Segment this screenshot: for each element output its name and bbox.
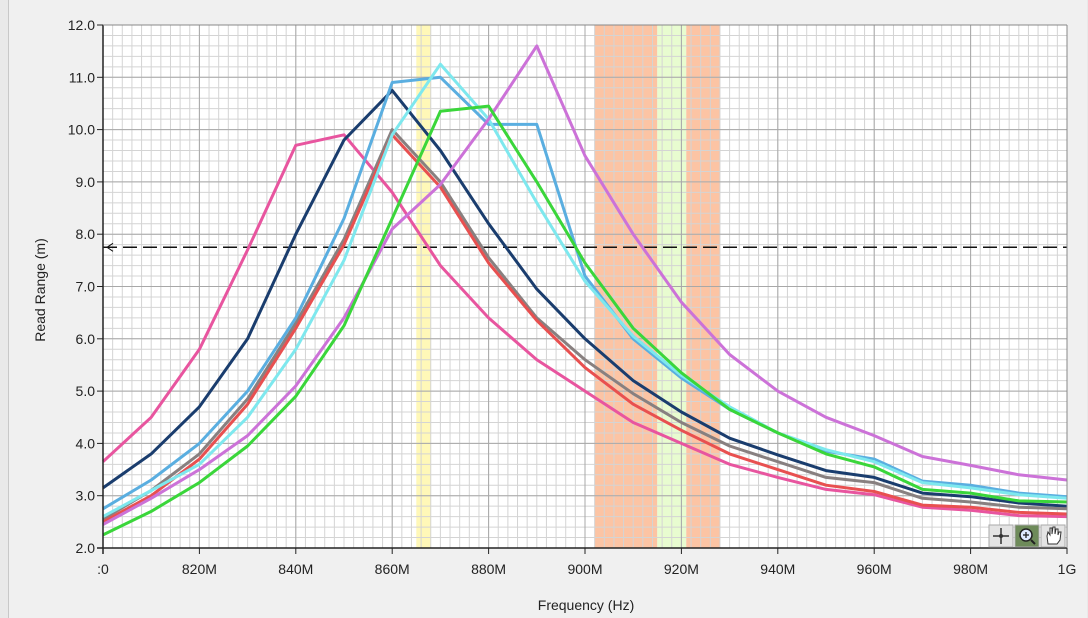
y-tick-label: 5.0: [76, 383, 96, 399]
zoom-icon: [1019, 528, 1036, 545]
cursor-move-tool-button[interactable]: [988, 524, 1014, 548]
x-tick-label: 820M: [182, 561, 217, 577]
graph-panel: :0 820M 840M 860M 880M 900M 920M 940M 960M 980M 1G…: [8, 0, 1087, 618]
series-line-8: [102, 104, 1068, 537]
y-tick-label: 2.0: [76, 540, 96, 556]
x-tick-label: 960M: [857, 561, 892, 577]
x-tick-label: 940M: [760, 561, 795, 577]
x-tick-label: :0: [97, 561, 109, 577]
y-axis-ticks: 2.0 3.0 4.0 5.0 6.0 7.0 8.0 9.0 10.0 11.0 12.0: [68, 17, 103, 556]
series-line-7: [102, 44, 1068, 526]
x-tick-label: 900M: [567, 561, 602, 577]
y-tick-label: 7.0: [76, 279, 96, 295]
series-line-3: [102, 128, 1068, 521]
hand-icon: [1046, 526, 1062, 545]
axes: [97, 24, 1068, 554]
series-lines: [101, 44, 1068, 537]
y-axis-title: Read Range (m): [32, 238, 48, 342]
x-tick-label: 860M: [375, 561, 410, 577]
series-line-1: [101, 133, 1068, 519]
y-tick-label: 6.0: [76, 331, 96, 347]
x-tick-label: 840M: [278, 561, 313, 577]
zoom-tool-button[interactable]: [1014, 524, 1040, 548]
y-tick-label: 12.0: [68, 17, 95, 33]
x-axis-ticks: :0 820M 840M 860M 880M 900M 920M 940M 960M 980M 1G: [97, 548, 1076, 577]
threshold-marker-icon: [106, 242, 114, 252]
y-tick-label: 9.0: [76, 174, 96, 190]
y-tick-label: 10.0: [68, 122, 95, 138]
crosshair-icon: [993, 528, 1009, 544]
threshold-line: [103, 242, 1067, 252]
series-line-6: [102, 62, 1068, 518]
series-line-4: [102, 133, 1068, 524]
y-tick-label: 8.0: [76, 226, 96, 242]
x-tick-label: 1G: [1058, 561, 1077, 577]
y-tick-label: 3.0: [76, 488, 96, 504]
read-range-chart: :0 820M 840M 860M 880M 900M 920M 940M 960M 980M 1G…: [32, 17, 1076, 613]
y-tick-label: 11.0: [69, 69, 95, 85]
series-line-2: [102, 88, 1068, 508]
series-line-5: [102, 75, 1068, 511]
graph-toolbar: [988, 524, 1066, 548]
x-tick-label: 880M: [471, 561, 506, 577]
x-tick-label: 980M: [953, 561, 988, 577]
x-axis-title: Frequency (Hz): [538, 597, 634, 613]
x-tick-label: 920M: [664, 561, 699, 577]
y-tick-label: 4.0: [76, 435, 96, 451]
pan-tool-button[interactable]: [1040, 524, 1066, 548]
